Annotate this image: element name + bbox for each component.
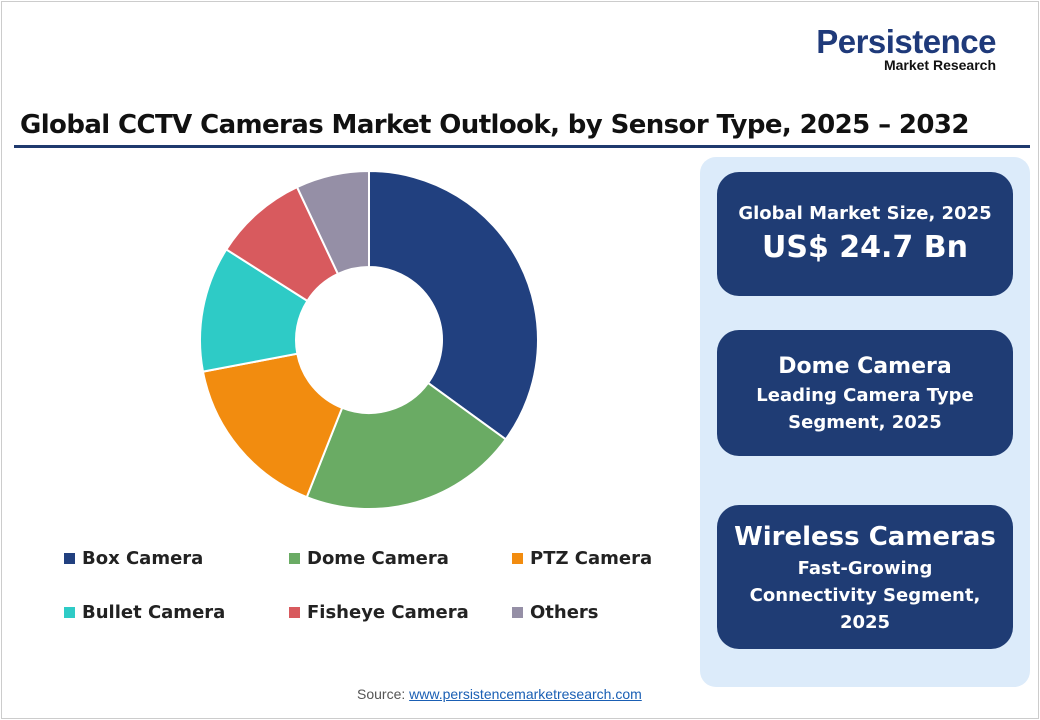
legend-swatch	[289, 607, 300, 618]
source-note: Source: www.persistencemarketresearch.co…	[357, 686, 642, 702]
slice-box-camera	[368, 169, 539, 441]
card-value: US$ 24.7 Bn	[762, 230, 968, 265]
legend-swatch	[64, 553, 75, 564]
logo-name: Persistence	[816, 23, 996, 60]
card-label: Global Market Size, 2025	[738, 203, 992, 224]
donut-chart	[199, 169, 539, 510]
card-text: 2025	[839, 611, 891, 633]
legend-swatch	[512, 553, 523, 564]
card-text: Leading Camera Type	[756, 384, 974, 406]
legend-label: Bullet Camera	[82, 602, 226, 623]
source-link[interactable]: www.persistencemarketresearch.com	[409, 686, 642, 702]
legend-item: PTZ Camera	[512, 548, 652, 569]
card-text: Segment, 2025	[788, 411, 942, 433]
market-size-card: Global Market Size, 2025 US$ 24.7 Bn	[717, 172, 1013, 296]
legend-item: Fisheye Camera	[289, 602, 469, 623]
slice-dome-camera	[305, 381, 508, 510]
card-text: Connectivity Segment,	[749, 584, 981, 606]
card-text: Fast-Growing	[797, 557, 933, 579]
legend-item: Others	[512, 602, 599, 623]
slice-ptz-camera	[201, 352, 344, 499]
legend-label: Box Camera	[82, 548, 204, 569]
legend-label: Others	[530, 602, 599, 623]
chart-title: Global CCTV Cameras Market Outlook, by S…	[20, 110, 970, 140]
legend-label: Fisheye Camera	[307, 602, 469, 623]
legend-item: Box Camera	[64, 548, 203, 569]
fast-growing-card: Wireless Cameras Fast-Growing Connectivi…	[717, 505, 1013, 649]
legend-swatch	[289, 553, 300, 564]
card-heading: Wireless Cameras	[734, 521, 996, 552]
legend-item: Bullet Camera	[64, 602, 225, 623]
source-label: Source:	[357, 686, 406, 702]
leading-segment-card: Dome Camera Leading Camera Type Segment,…	[717, 330, 1013, 456]
legend-swatch	[512, 607, 523, 618]
slice-others	[295, 169, 370, 276]
legend-swatch	[64, 607, 75, 618]
title-divider	[14, 145, 1030, 148]
legend-item: Dome Camera	[289, 548, 449, 569]
card-heading: Dome Camera	[778, 353, 952, 379]
logo: Persistence Market Research	[796, 23, 996, 73]
legend-label: Dome Camera	[307, 548, 449, 569]
logo-subtitle: Market Research	[883, 57, 996, 73]
legend-label: PTZ Camera	[530, 548, 653, 569]
